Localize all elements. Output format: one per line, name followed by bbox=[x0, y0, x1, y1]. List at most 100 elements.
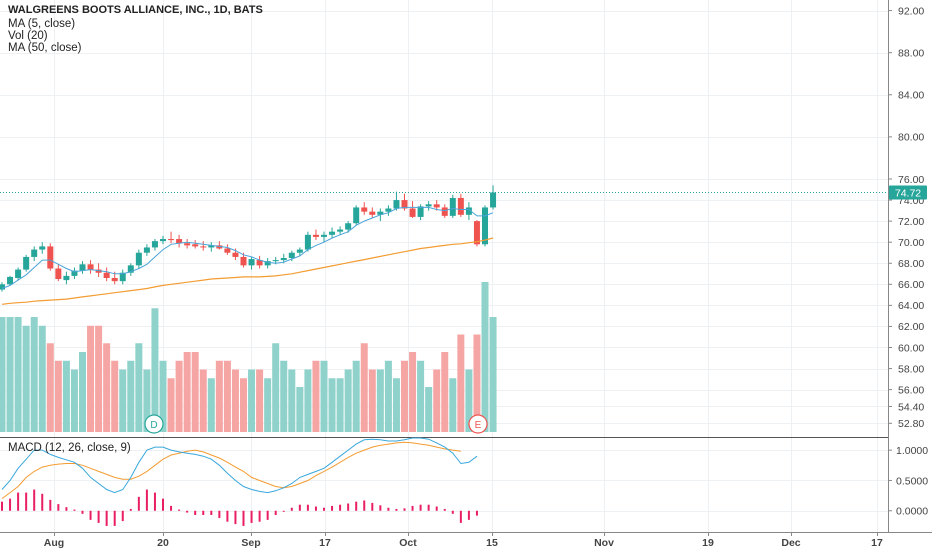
candle bbox=[135, 249, 142, 269]
dividend-marker[interactable]: D bbox=[144, 414, 164, 434]
candle bbox=[256, 255, 263, 269]
candle bbox=[192, 240, 199, 249]
time-tick-label: 15 bbox=[486, 537, 498, 549]
candle bbox=[15, 267, 22, 281]
macd-histogram-bar bbox=[113, 510, 116, 526]
volume-bar bbox=[6, 317, 14, 432]
volume-bar bbox=[457, 334, 465, 432]
macd-histogram-bar bbox=[1, 501, 3, 511]
volume-bar bbox=[481, 282, 489, 432]
volume-bar bbox=[151, 308, 159, 432]
legend-macd[interactable]: MACD (12, 26, close, 9) bbox=[8, 442, 131, 454]
macd-histogram-bar bbox=[403, 508, 406, 511]
time-tick-label: 17 bbox=[319, 537, 331, 549]
macd-histogram-bar bbox=[371, 502, 374, 511]
earnings-marker[interactable]: E bbox=[468, 414, 488, 434]
macd-histogram-bar bbox=[355, 501, 358, 511]
macd-histogram-bar bbox=[282, 510, 285, 512]
macd-signal-line bbox=[1, 441, 461, 500]
candle bbox=[216, 241, 223, 250]
candle bbox=[176, 234, 183, 248]
macd-histogram bbox=[1, 489, 478, 526]
macd-histogram-bar bbox=[57, 504, 60, 511]
volume-bar bbox=[384, 360, 392, 432]
time-tick-label: 20 bbox=[157, 537, 169, 549]
macd-histogram-bar bbox=[178, 509, 181, 511]
price-tick-label: 84.00 bbox=[898, 90, 924, 102]
macd-histogram-bar bbox=[9, 498, 12, 511]
price-axis[interactable]: 92.0088.0084.0080.0076.0074.0072.0070.00… bbox=[888, 5, 924, 430]
volume-bar bbox=[352, 360, 360, 432]
volume-bar bbox=[95, 325, 103, 432]
macd-histogram-bar bbox=[387, 507, 390, 511]
macd-histogram-bar bbox=[306, 504, 309, 511]
macd-histogram-bar bbox=[97, 510, 100, 523]
time-tick-label: Oct bbox=[399, 537, 417, 549]
macd-histogram-bar bbox=[218, 510, 221, 519]
legend-ma5[interactable]: MA (5, close) bbox=[8, 18, 76, 30]
price-tick-label: 68.00 bbox=[898, 258, 924, 270]
chart-title: WALGREENS BOOTS ALLIANCE, INC., 1D, BATS bbox=[8, 4, 263, 16]
volume-bar bbox=[409, 352, 417, 432]
volume-bar bbox=[207, 378, 215, 432]
macd-histogram-bar bbox=[363, 500, 366, 511]
macd-histogram-bar bbox=[226, 510, 229, 522]
svg-text:74.72: 74.72 bbox=[895, 187, 921, 199]
volume-bar bbox=[304, 369, 312, 432]
candle bbox=[369, 207, 376, 218]
candle bbox=[385, 205, 392, 216]
volume-bar bbox=[143, 369, 151, 432]
volume-bar bbox=[135, 343, 143, 432]
svg-text:E: E bbox=[475, 420, 482, 431]
time-axis[interactable]: Aug 20 Sep 17 Oct 15 Nov 19 Dec 17 bbox=[44, 532, 883, 549]
volume-bar bbox=[264, 378, 272, 432]
macd-histogram-bar bbox=[411, 505, 414, 511]
price-tick-label: 76.00 bbox=[898, 174, 924, 186]
price-tick-label: 92.00 bbox=[898, 5, 924, 17]
macd-line bbox=[1, 437, 478, 494]
volume-bar bbox=[175, 360, 183, 432]
candle bbox=[296, 247, 303, 256]
legend-ma50[interactable]: MA (50, close) bbox=[8, 42, 82, 54]
volume-bar bbox=[103, 343, 111, 432]
candle bbox=[127, 263, 134, 276]
candle bbox=[425, 201, 432, 211]
macd-tick-label: 0.0000 bbox=[896, 506, 928, 518]
volume-bar bbox=[183, 352, 191, 432]
volume-bar bbox=[215, 360, 223, 432]
volume-bar bbox=[191, 352, 199, 432]
macd-axis[interactable]: 1.0000 0.5000 0.0000 bbox=[888, 445, 928, 518]
candle bbox=[224, 244, 231, 255]
legend-volume[interactable]: Vol (20) bbox=[8, 30, 48, 42]
candle bbox=[208, 242, 215, 252]
macd-histogram-bar bbox=[467, 510, 470, 520]
candle bbox=[361, 202, 368, 215]
macd-histogram-bar bbox=[459, 510, 462, 523]
price-tick-label: 64.00 bbox=[898, 300, 924, 312]
volume-bar bbox=[392, 378, 400, 432]
ma5-line bbox=[1, 206, 494, 289]
price-tick-label: 70.00 bbox=[898, 237, 924, 249]
macd-histogram-bar bbox=[331, 505, 334, 511]
time-tick-label: 17 bbox=[871, 537, 883, 549]
volume-bar bbox=[376, 369, 384, 432]
volume-bar bbox=[70, 369, 78, 432]
candle bbox=[55, 264, 62, 282]
macd-histogram-bar bbox=[89, 510, 92, 520]
candle bbox=[184, 239, 191, 249]
macd-histogram-bar bbox=[145, 489, 148, 511]
macd-histogram-bar bbox=[73, 509, 76, 511]
macd-tick-label: 1.0000 bbox=[896, 445, 928, 457]
volume-bar bbox=[127, 360, 135, 432]
candle bbox=[345, 221, 352, 233]
macd-histogram-bar bbox=[250, 510, 253, 523]
candlesticks[interactable] bbox=[0, 185, 497, 292]
volume-bar bbox=[425, 387, 433, 432]
macd-histogram-bar bbox=[49, 499, 52, 511]
candle bbox=[47, 243, 54, 271]
candle bbox=[39, 242, 46, 254]
volume-bar bbox=[111, 360, 119, 432]
macd-histogram-bar bbox=[443, 508, 446, 511]
price-tick-label: 52.80 bbox=[898, 418, 924, 430]
